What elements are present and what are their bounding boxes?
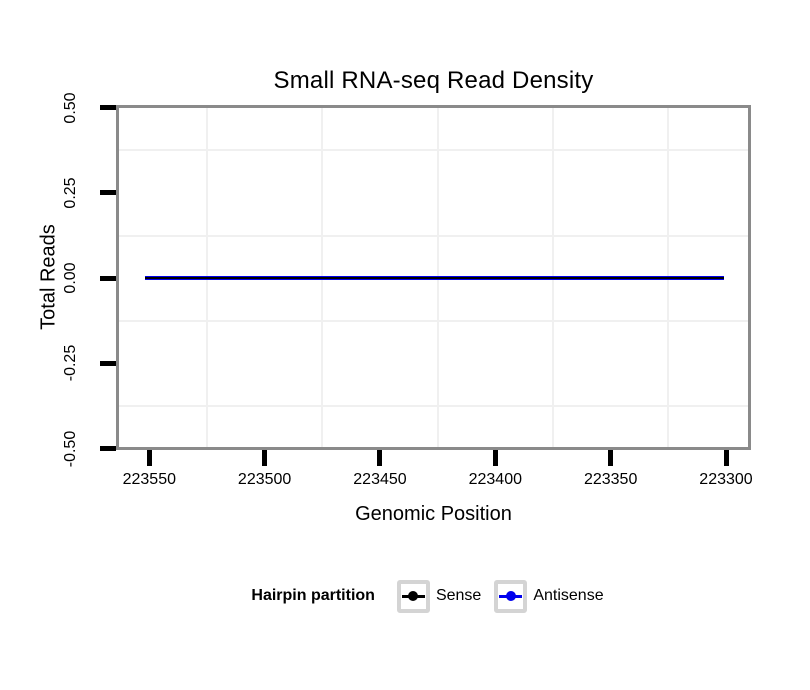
x-tick-mark — [492, 450, 498, 466]
y-tick-label: 0.00 — [62, 262, 79, 294]
y-tick-label: 0.50 — [62, 92, 79, 124]
series-line-sense — [144, 276, 724, 280]
x-tick-label: 223450 — [353, 471, 407, 488]
y-tick-label: -0.25 — [62, 345, 79, 382]
y-tick-mark — [100, 190, 116, 196]
minor-gridline-horizontal — [119, 234, 748, 237]
minor-gridline-horizontal — [119, 319, 748, 322]
legend-title: Hairpin partition — [251, 587, 375, 604]
minor-gridline-horizontal — [119, 149, 748, 152]
legend-key-dot-icon — [505, 591, 516, 601]
legend-label-sense: Sense — [435, 587, 482, 604]
x-tick-label: 223500 — [237, 471, 292, 488]
x-tick-label: 223400 — [468, 471, 522, 488]
x-tick-label: 223300 — [699, 471, 753, 488]
legend-label-antisense: Antisense — [533, 587, 604, 604]
legend-key-dot-icon — [408, 591, 419, 601]
y-tick-mark — [100, 275, 116, 281]
x-tick-label: 223350 — [583, 471, 638, 488]
x-axis-title: Genomic Position — [355, 503, 512, 525]
y-tick-label: 0.25 — [62, 177, 79, 209]
x-tick-mark — [608, 450, 614, 466]
legend-key-sense — [396, 579, 430, 613]
chart-title: Small RNA-seq Read Density — [273, 67, 594, 94]
x-tick-mark — [377, 450, 383, 466]
y-tick-mark — [100, 360, 116, 366]
x-tick-mark — [262, 450, 268, 466]
legend-key-antisense — [494, 579, 528, 613]
y-axis-title: Total Reads — [37, 224, 60, 330]
y-tick-mark — [100, 105, 116, 111]
minor-gridline-horizontal — [119, 404, 748, 407]
legend: Hairpin partition Sense Antisense — [0, 578, 810, 614]
x-tick-mark — [723, 450, 729, 466]
y-tick-mark — [100, 446, 116, 451]
y-tick-label: -0.50 — [62, 430, 79, 467]
x-tick-mark — [146, 450, 152, 466]
x-tick-label: 223550 — [122, 471, 176, 488]
